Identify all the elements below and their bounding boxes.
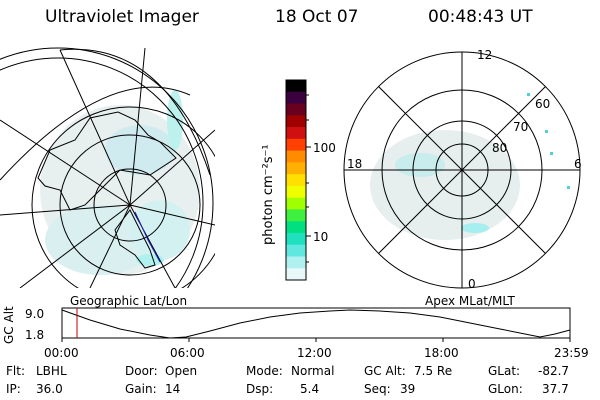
mlt-label-12: 12 [477, 48, 493, 62]
instrument-title: Ultraviolet Imager [45, 7, 199, 27]
mlt-label-0: 0 [468, 277, 476, 291]
seq-label: Seq: [364, 382, 391, 396]
ip-value: 36.0 [36, 382, 63, 396]
glon-value: 37.7 [542, 382, 569, 396]
colorbar-stripe [286, 103, 306, 116]
mlt-label-18: 18 [347, 157, 363, 171]
glat-value: -82.7 [538, 364, 570, 378]
colorbar-stripe [286, 115, 306, 128]
left-aurora-image [40, 90, 200, 275]
dsp-label: Dsp: [246, 382, 274, 396]
colorbar-stripe [286, 232, 306, 246]
mlat-label-80: 80 [492, 141, 508, 155]
mlt-label-6: 6 [574, 157, 582, 171]
colorbar-tick-100: 100 [313, 141, 336, 155]
geographic-map [0, 47, 215, 288]
alt-xtick-1800: 18:00 [424, 346, 459, 360]
flt-value: LBHL [36, 364, 67, 378]
alt-xtick-2359: 23:59 [554, 346, 589, 360]
seq-value: 39 [400, 382, 416, 396]
mlat-label-70: 70 [513, 120, 529, 134]
date-label: 18 Oct 07 [275, 7, 359, 27]
mlat-label-60: 60 [535, 97, 551, 111]
polar-map [343, 51, 581, 289]
colorbar-stripe [286, 209, 306, 222]
gain-label: Gain: [125, 382, 157, 396]
gain-value: 14 [165, 382, 181, 396]
colorbar [285, 79, 311, 281]
colorbar-tick-10: 10 [313, 230, 329, 244]
alt-xtick-0000: 00:00 [44, 346, 79, 360]
colorbar-stripe [286, 268, 306, 281]
colorbar-stripe [286, 127, 306, 140]
left-map-caption: Geographic Lat/Lon [70, 294, 188, 308]
alt-plot-ylabel: GC Alt [2, 306, 16, 344]
door-value: Open [165, 364, 198, 378]
colorbar-stripe [286, 138, 306, 152]
time-label: 00:48:43 UT [428, 7, 533, 27]
alt-xtick-0600: 06:00 [170, 346, 205, 360]
alt-ytick-low: 1.8 [25, 328, 45, 342]
flt-label: Flt: [6, 364, 25, 378]
dsp-value: 5.4 [300, 382, 320, 396]
alt-xtick-1200: 12:00 [297, 346, 332, 360]
glat-label: GLat: [488, 364, 521, 378]
colorbar-stripe [286, 244, 306, 257]
altitude-plot [61, 307, 571, 342]
colorbar-stripe [286, 174, 306, 187]
colorbar-stripe [286, 197, 306, 210]
colorbar-stripe [286, 162, 306, 175]
alt-ytick-high: 9.0 [25, 307, 45, 321]
glon-label: GLon: [488, 382, 523, 396]
colorbar-stripe [286, 221, 306, 234]
right-map-caption: Apex MLat/MLT [425, 294, 515, 308]
door-label: Door: [125, 364, 158, 378]
colorbar-stripe [286, 150, 306, 163]
colorbar-unit-label: photon cm⁻²s⁻¹ [261, 144, 276, 245]
colorbar-stripe [286, 91, 306, 105]
gcalt-label: GC Alt: [364, 364, 406, 378]
colorbar-stripe [286, 80, 306, 93]
colorbar-stripe [286, 256, 306, 269]
gcalt-value: 7.5 Re [414, 364, 453, 378]
colorbar-stripe [286, 185, 306, 199]
mode-label: Mode: [246, 364, 283, 378]
ip-label: IP: [6, 382, 21, 396]
mode-value: Normal [291, 364, 335, 378]
